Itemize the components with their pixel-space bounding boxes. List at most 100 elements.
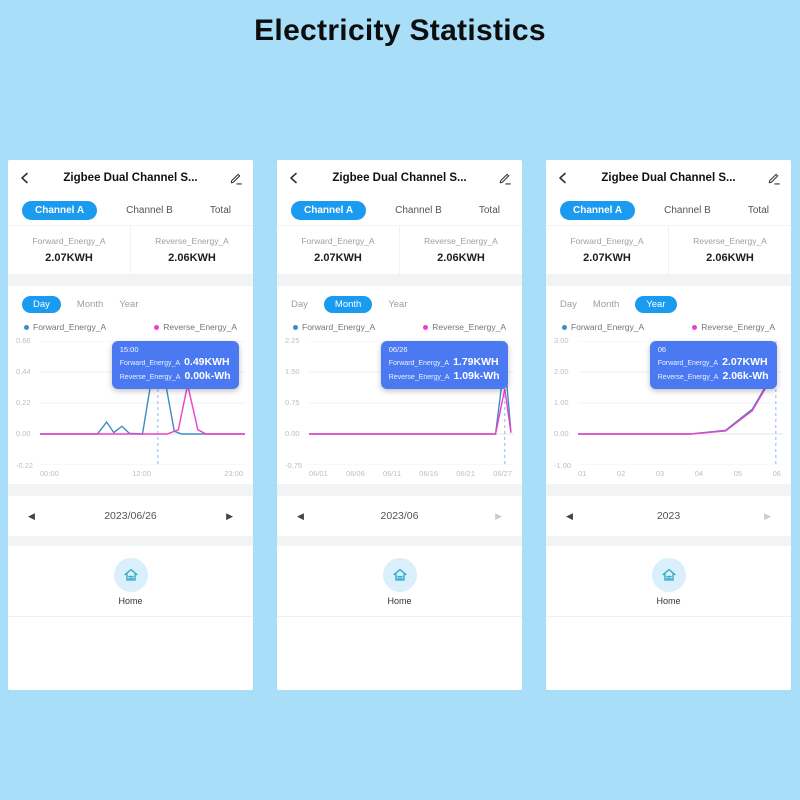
period-tab[interactable]: Month: [76, 299, 104, 310]
section-gap: [8, 274, 253, 286]
channel-tab[interactable]: Channel A: [291, 201, 367, 220]
y-axis-label: -0.75: [285, 460, 303, 470]
tooltip-time: 06: [657, 345, 667, 354]
date-navigator: ◀ 2023/06/26 ▶: [8, 496, 253, 536]
y-axis-labels: 2.25 1.50 0.75 0.00 -0.75: [285, 337, 309, 469]
x-axis-label: 06/16: [419, 469, 439, 478]
tooltip-row-forward: Forward_Energy_A 0.49KWH: [120, 356, 231, 370]
chart-legend: Forward_Energy_A Reverse_Energy_A: [546, 320, 791, 339]
y-axis-label: -0.22: [16, 460, 34, 470]
home-tab[interactable]: Home: [277, 546, 522, 616]
home-tab-label: Home: [387, 596, 412, 606]
prev-date-arrow-icon[interactable]: ◀: [297, 510, 304, 521]
home-tab[interactable]: Home: [546, 546, 791, 616]
channel-tabs: Channel A Channel B Total: [546, 196, 791, 226]
section-gap: [277, 536, 522, 546]
channel-tab[interactable]: Total: [747, 205, 769, 216]
legend-dot-pink-icon: [423, 324, 429, 330]
stat-reverse-energy: Reverse_Energy_A 2.06KWH: [130, 226, 253, 274]
y-axis-label: 0.75: [285, 398, 300, 408]
y-axis-label: 0.22: [16, 398, 31, 408]
tooltip-label: Forward_Energy_A: [388, 360, 450, 367]
divider: [8, 616, 253, 617]
y-axis-label: 1.50: [285, 367, 300, 377]
stat-forward-energy: Forward_Energy_A 2.07KWH: [277, 226, 399, 274]
y-axis-label: 3.00: [554, 336, 569, 345]
edit-pencil-icon[interactable]: [223, 171, 243, 185]
bottom-bar: Home: [8, 546, 253, 690]
legend-label: Reverse_Energy_A: [701, 322, 775, 332]
period-tabs: Day Month Year: [277, 294, 522, 320]
section-gap: [546, 484, 791, 496]
y-axis-label: 0.00: [16, 429, 31, 439]
prev-date-arrow-icon[interactable]: ◀: [566, 510, 573, 521]
date-label: 2023: [656, 510, 681, 522]
next-date-arrow-icon[interactable]: ▶: [226, 510, 233, 521]
tooltip-label: Reverse_Energy_A: [388, 373, 450, 381]
x-axis-label: 02: [616, 469, 626, 478]
stat-label: Reverse_Energy_A: [693, 236, 767, 246]
x-axis-label: 12:00: [132, 469, 151, 478]
chart-area: 3.00 2.00 1.00 0.00 -1.00 06 Forward_Energy_…: [546, 337, 791, 469]
tooltip-value: 1.79KWH: [453, 356, 499, 368]
divider: [277, 616, 522, 617]
bottom-bar: Home: [277, 546, 522, 690]
period-tab[interactable]: Day: [560, 299, 577, 310]
edit-pencil-icon[interactable]: [761, 171, 781, 185]
channel-tab[interactable]: Channel B: [126, 205, 173, 216]
y-axis-label: 0.00: [554, 429, 569, 439]
page-heading: Electricity Statistics: [254, 14, 546, 47]
device-title: Zigbee Dual Channel S...: [63, 172, 198, 184]
channel-tab[interactable]: Channel B: [664, 205, 711, 216]
prev-date-arrow-icon[interactable]: ◀: [28, 510, 35, 521]
y-axis-labels: 0.66 0.44 0.22 0.00 -0.22: [16, 337, 40, 469]
stat-forward-energy: Forward_Energy_A 2.07KWH: [8, 226, 130, 274]
x-axis-label: 06/21: [456, 469, 476, 478]
period-tab[interactable]: Day: [291, 299, 308, 310]
y-axis-labels: 3.00 2.00 1.00 0.00 -1.00: [554, 337, 578, 469]
back-icon[interactable]: [18, 171, 38, 185]
y-axis-label: 0.44: [16, 367, 31, 377]
x-axis-labels: 01 02 03 04 05 06: [546, 465, 791, 478]
stat-label: Forward_Energy_A: [32, 236, 106, 246]
tooltip-row-reverse: Reverse_Energy_A 0.00k-Wh: [120, 370, 231, 384]
stat-label: Reverse_Energy_A: [155, 236, 229, 246]
stat-label: Reverse_Energy_A: [424, 236, 498, 246]
back-icon[interactable]: [556, 171, 576, 185]
channel-tab[interactable]: Total: [209, 205, 231, 216]
date-navigator: ◀ 2023/06 ▶: [277, 496, 522, 536]
period-tab[interactable]: Year: [119, 299, 139, 310]
x-axis-label: 23:00: [224, 469, 243, 478]
channel-tab[interactable]: Channel A: [22, 201, 98, 220]
period-tab[interactable]: Month: [323, 296, 373, 313]
back-icon[interactable]: [287, 171, 307, 185]
energy-stats: Forward_Energy_A 2.07KWH Reverse_Energy_…: [546, 226, 791, 274]
stat-value: 2.06KWH: [168, 252, 216, 264]
next-date-arrow-icon[interactable]: ▶: [764, 510, 771, 521]
period-tab[interactable]: Year: [388, 299, 408, 310]
channel-tab[interactable]: Channel B: [395, 205, 442, 216]
date-label: 2023/06/26: [104, 510, 157, 522]
edit-pencil-icon[interactable]: [492, 171, 512, 185]
app-header: Zigbee Dual Channel S...: [546, 160, 791, 196]
tooltip-value: 0.49KWH: [184, 356, 230, 368]
chart-plot: 15:00 Forward_Energy_A 0.49KWH Reverse_E…: [40, 341, 245, 465]
x-axis-label: 03: [655, 469, 665, 478]
home-icon: [382, 558, 417, 592]
channel-tab[interactable]: Total: [478, 205, 500, 216]
next-date-arrow-icon[interactable]: ▶: [495, 510, 502, 521]
stat-reverse-energy: Reverse_Energy_A 2.06KWH: [668, 226, 791, 274]
x-axis-labels: 00:00 12:00 23:00: [8, 465, 253, 478]
period-tab[interactable]: Day: [22, 296, 61, 313]
bottom-bar: Home: [546, 546, 791, 690]
x-axis-labels: 06/01 06/06 06/11 06/16 06/21 06/27: [277, 465, 522, 478]
legend-dot-pink-icon: [154, 324, 160, 330]
tooltip-label: Reverse_Energy_A: [657, 373, 719, 381]
period-tab[interactable]: Year: [635, 296, 677, 313]
y-axis-label: 0.66: [16, 336, 31, 345]
channel-tab[interactable]: Channel A: [560, 201, 636, 220]
tooltip-time: 06/26: [388, 345, 408, 354]
tooltip-label: Forward_Energy_A: [657, 360, 719, 367]
home-tab[interactable]: Home: [8, 546, 253, 616]
period-tab[interactable]: Month: [592, 299, 620, 310]
